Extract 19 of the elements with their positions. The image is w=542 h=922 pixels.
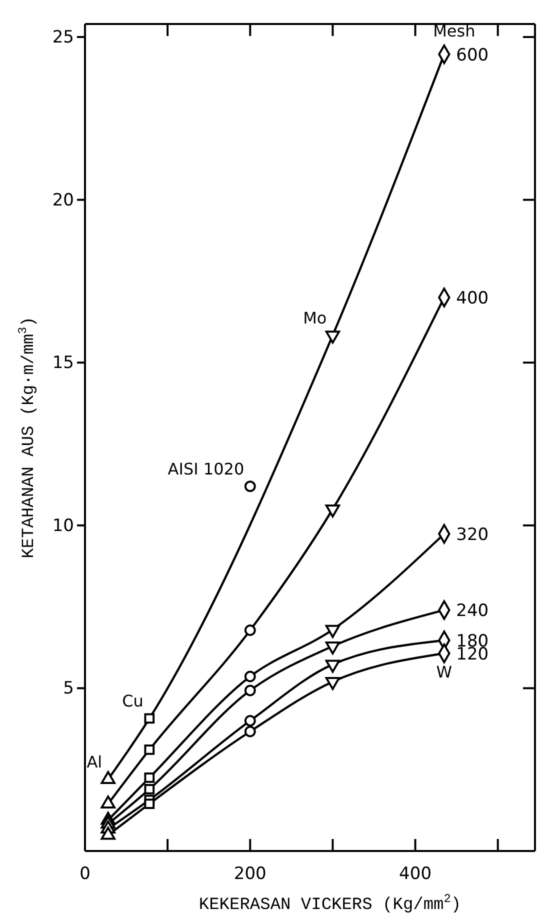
legend-title: Mesh [433, 21, 476, 40]
series-label: Mo [303, 308, 327, 328]
series-label: AISI 1020 [168, 459, 244, 478]
series-label: 600 [456, 45, 489, 66]
y-tick-label: 20 [52, 190, 74, 210]
series-label: Cu [122, 691, 144, 710]
legend-label: 320 [456, 524, 489, 545]
y-tick-label: 15 [52, 353, 74, 374]
y-tick-label: 10 [52, 516, 74, 536]
series-label: W [436, 662, 452, 682]
x-tick-label: 0 [80, 864, 90, 884]
series-label: Al [86, 752, 102, 772]
series-label: 400 [456, 288, 489, 308]
x-axis-title: KEKERASAN VICKERS (Kg/mm$^{2}$) [198, 892, 462, 915]
y-tick-label: 25 [52, 27, 74, 48]
y-tick-label: 5 [63, 678, 74, 699]
x-tick-label: 400 [399, 864, 432, 884]
series-label: 240 [456, 601, 489, 622]
x-tick-label: 200 [234, 864, 266, 884]
